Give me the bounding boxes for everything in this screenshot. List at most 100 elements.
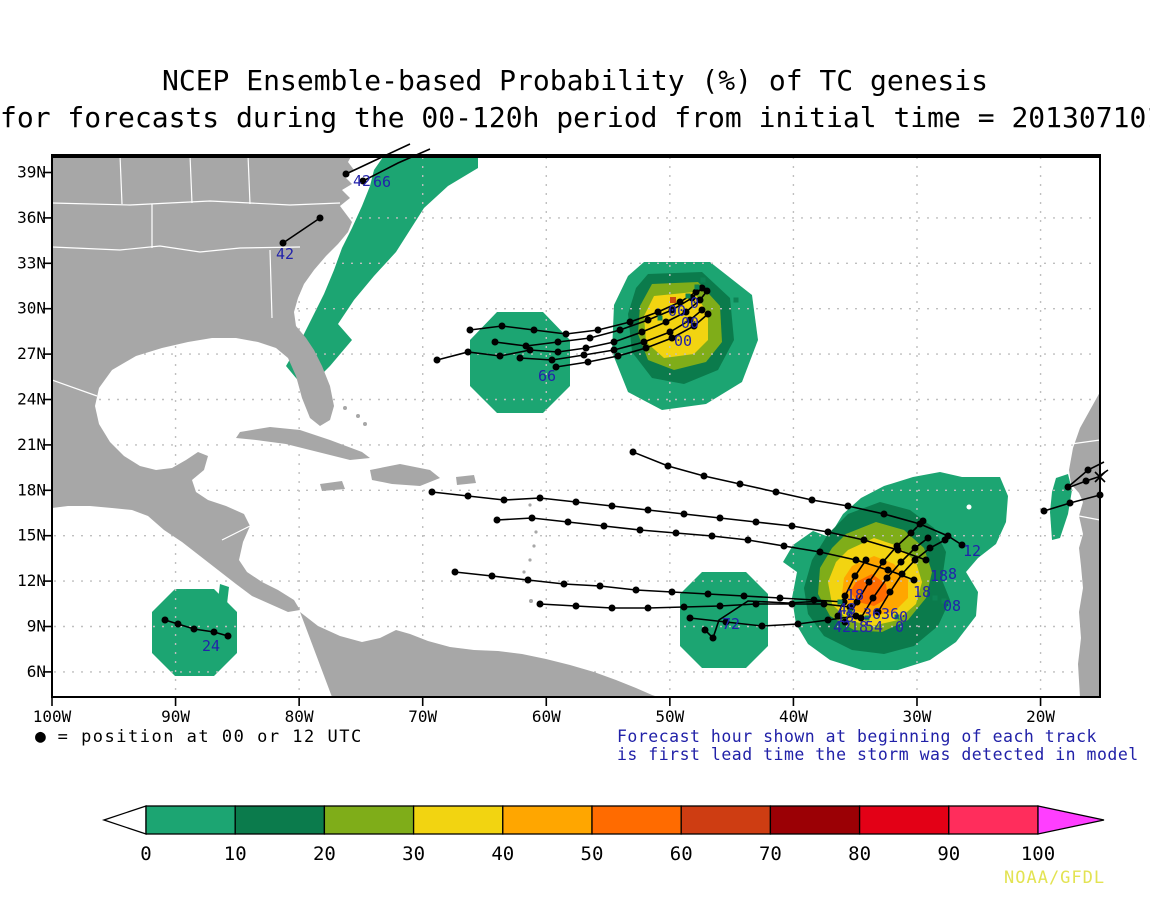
jamaica-island (320, 481, 345, 491)
track-position-dot (668, 334, 676, 342)
track-position-dot (586, 334, 594, 342)
track-position-dot (690, 322, 698, 330)
forecast-hour-label: 0 (895, 618, 904, 636)
track-position-dot (466, 326, 474, 334)
track-position-dot (898, 570, 906, 578)
track-position-dot (464, 348, 472, 356)
track-position-dot (869, 594, 877, 602)
probability-contour-blob-50w-30 (644, 292, 708, 358)
forecast-hour-label: 18 (846, 586, 864, 604)
track-position-dot (740, 592, 748, 600)
track-position-dot (672, 529, 680, 537)
track-position-dot (428, 488, 436, 496)
colorbar-tick-label: 60 (670, 843, 693, 865)
colorbar-segment (769, 805, 861, 835)
track-position-dot (794, 620, 802, 628)
bahamas-islands (320, 390, 367, 426)
track-position-dot (636, 526, 644, 534)
track-position-dot (668, 306, 676, 314)
track-position-dot (279, 239, 287, 247)
track-position-dot (758, 622, 766, 630)
track-position-dot (752, 600, 760, 608)
genesis-marker-green (932, 595, 938, 601)
colorbar-segment (680, 805, 772, 835)
position-legend-text: = position at 00 or 12 UTC (57, 727, 363, 747)
colorbar-tick-label: 10 (224, 843, 247, 865)
track-position-dot (1066, 499, 1074, 507)
colorbar-segment (234, 805, 326, 835)
genesis-marker-green (941, 598, 947, 604)
chart-title-line2: for forecasts during the 00-120h period … (0, 101, 1150, 134)
colorbar-overflow-arrow (1037, 805, 1105, 835)
track-position-dot (680, 510, 688, 518)
colorbar-tick-label: 20 (313, 843, 336, 865)
track-position-dot (780, 542, 788, 550)
track-position-dot (491, 338, 499, 346)
track-position-dot (530, 326, 538, 334)
lat-label: 9N (27, 616, 46, 635)
puerto-rico-island (456, 475, 476, 485)
lon-label: 70W (408, 707, 437, 726)
lat-label: 15N (17, 526, 46, 545)
forecast-hour-label: 18 (930, 567, 948, 585)
track-position-dot (342, 170, 350, 178)
forecast-hour-label: 18 (836, 608, 854, 626)
genesis-marker-green (837, 599, 843, 605)
track-position-dot (709, 634, 717, 642)
cape-verde-island (966, 504, 972, 510)
track-position-dot (600, 522, 608, 530)
track-position-dot (846, 603, 854, 611)
probability-contour-midatlantic-octagon (470, 312, 570, 413)
track-position-dot (174, 620, 182, 628)
colorbar-segment (858, 805, 950, 835)
genesis-marker-green (733, 297, 739, 303)
track-position-dot (696, 296, 704, 304)
track-position-dot (824, 528, 832, 536)
track-position-dot (528, 514, 536, 522)
track-position-dot (316, 214, 324, 222)
cuba-island (236, 427, 370, 460)
track-position-dot (893, 542, 901, 550)
colorbar-segment (948, 805, 1039, 835)
track-position-dot (744, 536, 752, 544)
track-position-dot (919, 517, 927, 525)
axis-labels-and-ticks: 39N 36N 33N 30N 27N 24N 21N 18N 15N 12N 9N 6N 100W 90… (17, 163, 1055, 727)
track-position-dot (642, 344, 650, 352)
track-position-dot (554, 338, 562, 346)
track-position-dot (736, 480, 744, 488)
track-position-dot (562, 330, 570, 338)
track-position-dot (680, 603, 688, 611)
track-position-dot (788, 600, 796, 608)
track-position-dot (884, 566, 892, 574)
forecast-hour-label: 42 (833, 618, 851, 636)
forecast-hour-label: 0 (690, 294, 699, 312)
track-position-dot (879, 558, 887, 566)
track-position-dot (522, 342, 530, 350)
political-borders (51, 154, 1101, 541)
forecast-hour-label: 42 (276, 245, 294, 263)
track-position-dot (686, 316, 694, 324)
lat-label: 39N (17, 163, 46, 182)
track-position-dot (638, 328, 646, 336)
track-position-dot (1084, 466, 1092, 474)
forecast-hour-label: 18 (913, 583, 931, 601)
track-position-dot (564, 518, 572, 526)
storm-track-11 (454, 571, 845, 603)
track-position-dot (161, 616, 169, 624)
track-position-dot (560, 580, 568, 588)
genesis-markers (657, 277, 947, 621)
track-position-dot (614, 352, 622, 360)
track-position-dot (865, 578, 873, 586)
storm-track-0 (282, 217, 321, 244)
genesis-marker-green (894, 614, 900, 620)
lat-label: 12N (17, 571, 46, 590)
forecast-hour-label: 72 (722, 615, 740, 633)
storm-track-2 (362, 148, 431, 182)
track-position-dot (907, 529, 915, 537)
probability-contour-us-east-coast-area (286, 157, 478, 390)
track-position-dot (644, 506, 652, 514)
track-position-dot (668, 588, 676, 596)
track-position-dot (1040, 507, 1048, 515)
genesis-marker-green (657, 315, 663, 321)
